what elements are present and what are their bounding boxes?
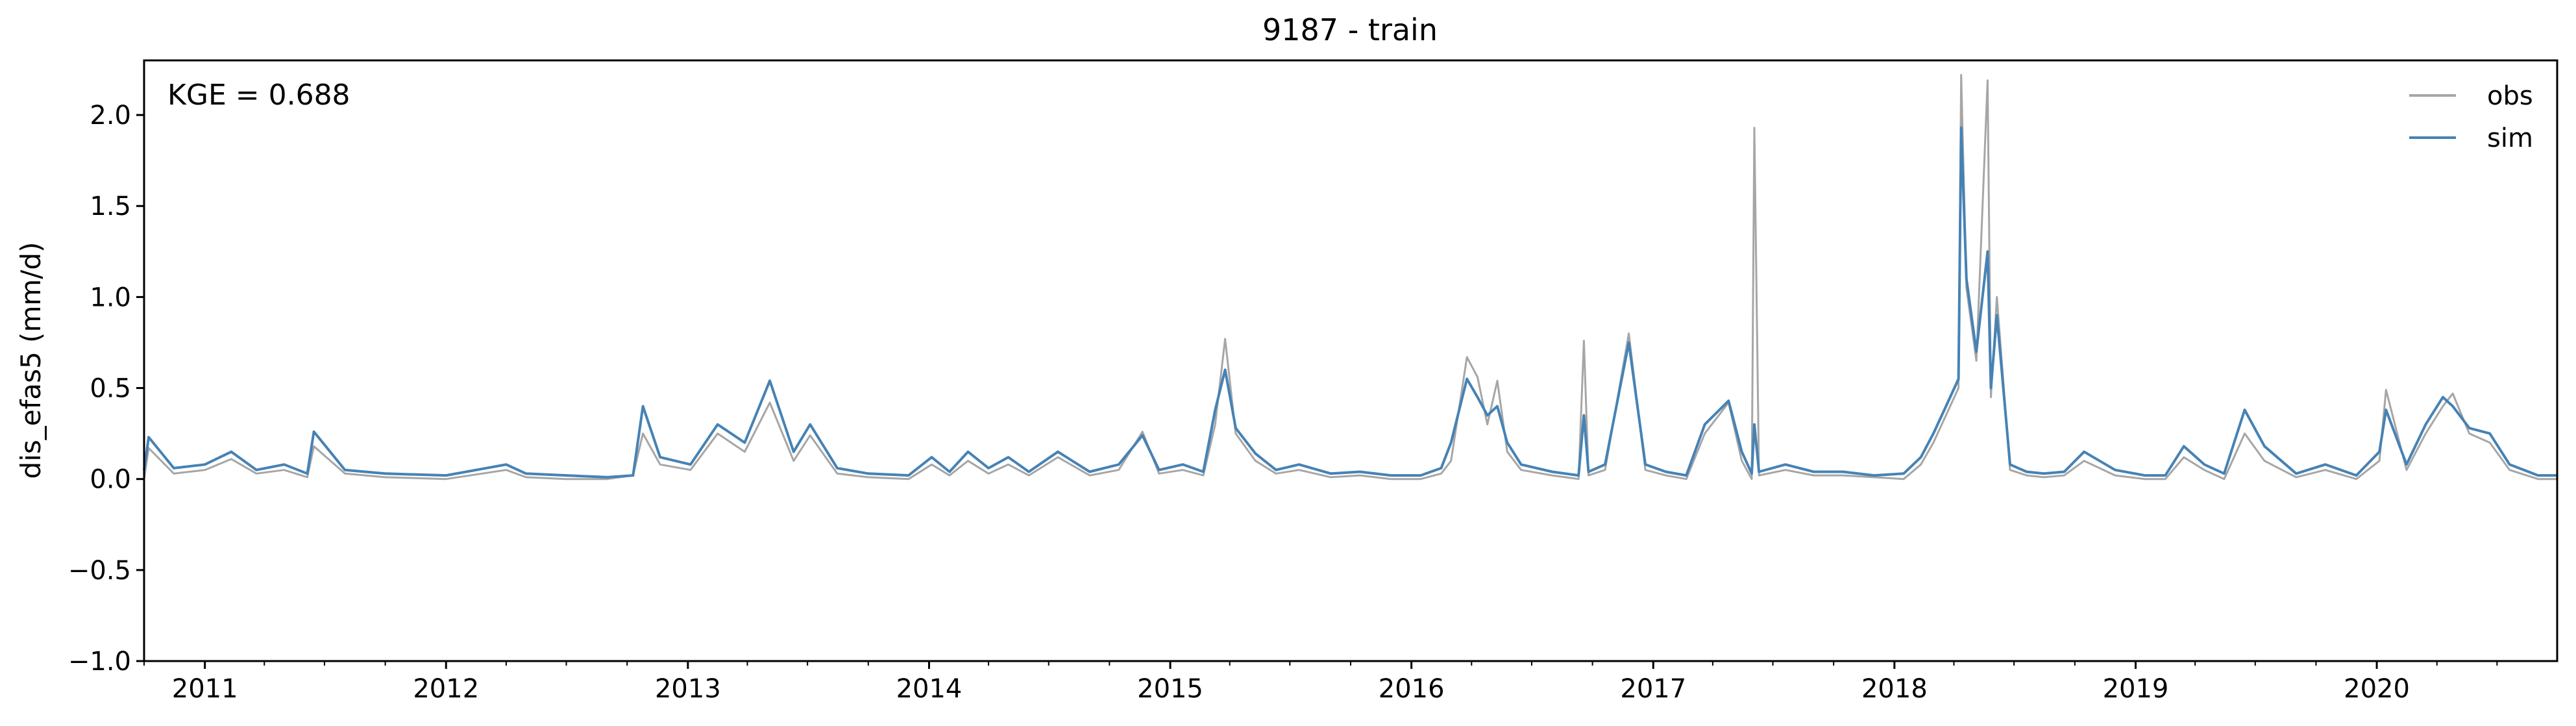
series-line-obs <box>143 73 2557 481</box>
x-tick-label: 2013 <box>655 674 721 704</box>
x-tick-label: 2014 <box>896 674 963 704</box>
y-axis-label: dis_efas5 (mm/d) <box>15 242 47 479</box>
series-line-sim <box>143 126 2557 479</box>
y-tick-label: −0.5 <box>68 556 131 586</box>
y-tick-label: −1.0 <box>68 647 131 677</box>
x-tick-label: 2020 <box>2344 674 2410 704</box>
y-tick-label: 1.0 <box>90 282 131 312</box>
legend-obs-label: obs <box>2487 81 2533 111</box>
y-axis: −1.0 −0.5 0.0 0.5 1.0 1.5 2.0 <box>68 101 144 677</box>
chart-title: 9187 - train <box>1262 12 1438 47</box>
kge-annotation: KGE = 0.688 <box>167 79 350 112</box>
legend-sim-label: sim <box>2487 123 2533 153</box>
x-tick-label: 2019 <box>2103 674 2169 704</box>
plot-lines <box>143 73 2557 481</box>
y-tick-label: 0.0 <box>90 465 131 495</box>
y-tick-label: 2.0 <box>90 101 131 131</box>
x-tick-label: 2016 <box>1379 674 1445 704</box>
x-tick-label: 2017 <box>1620 674 1686 704</box>
x-axis: 2011 2012 2013 2014 2015 2016 2017 2018 2019 2020 <box>143 661 2498 704</box>
x-tick-label: 2015 <box>1137 674 1203 704</box>
x-tick-label: 2012 <box>413 674 479 704</box>
y-tick-label: 1.5 <box>90 192 131 221</box>
x-tick-label: 2018 <box>1861 674 1928 704</box>
legend: obs sim <box>2409 81 2533 153</box>
x-tick-label: 2011 <box>172 674 238 704</box>
y-tick-label: 0.5 <box>90 374 131 404</box>
